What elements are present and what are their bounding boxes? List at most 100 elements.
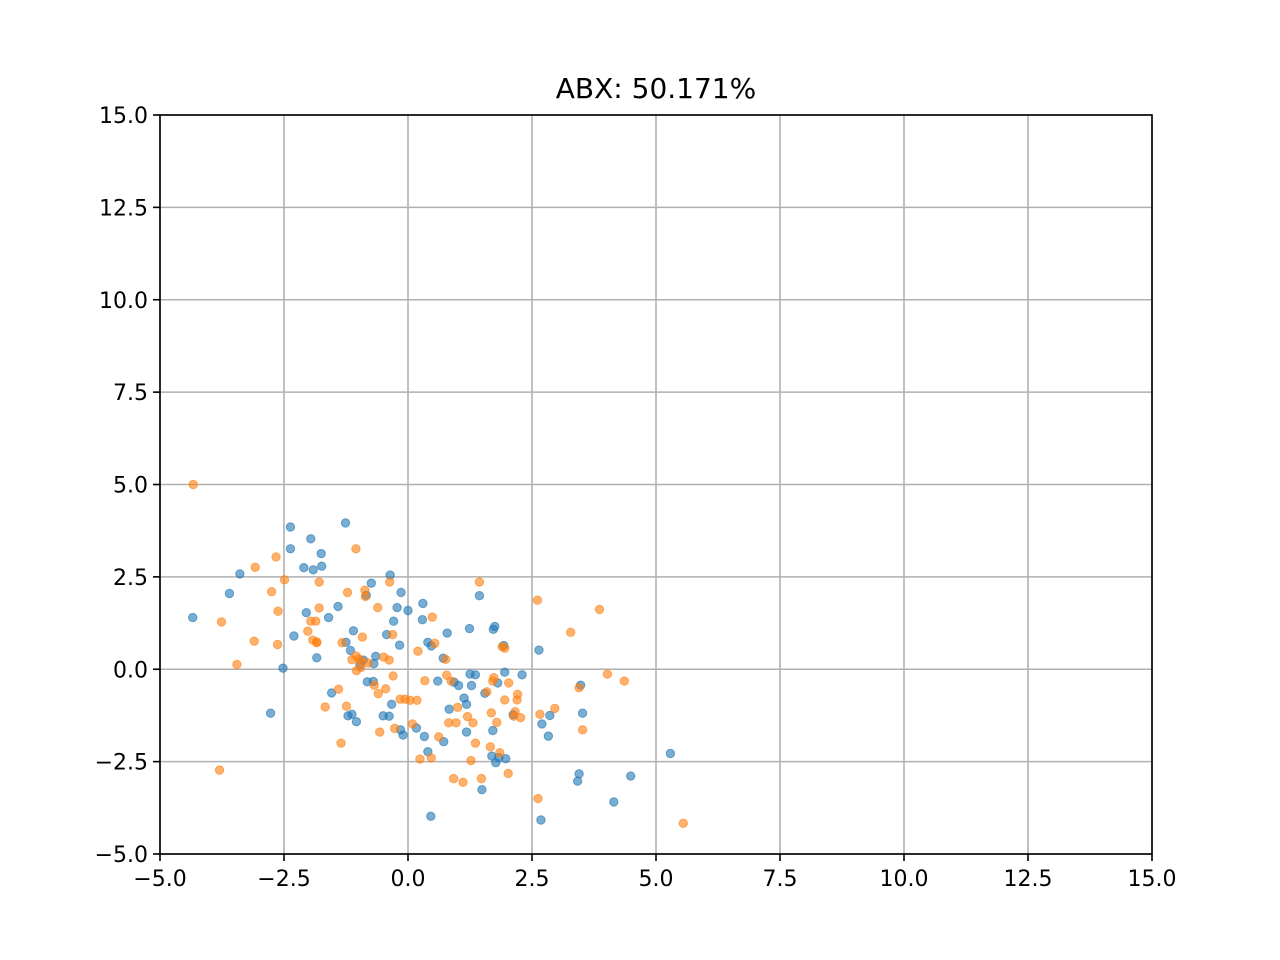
scatter-point-series-2 (312, 637, 322, 647)
y-tick-label: 10.0 (99, 289, 148, 314)
scatter-point-series-2 (503, 768, 513, 779)
scatter-point-series-2 (369, 680, 379, 690)
scatter-point-series-1 (345, 645, 356, 656)
scatter-point-series-1 (545, 710, 555, 721)
scatter-point-series-1 (285, 522, 296, 532)
scatter-point-series-1 (348, 626, 359, 636)
scatter-point-series-1 (461, 699, 472, 710)
data-points (188, 479, 688, 829)
scatter-point-series-2 (470, 738, 481, 748)
scatter-point-series-1 (665, 748, 676, 759)
scatter-point-series-1 (517, 670, 527, 680)
scatter-point-series-1 (316, 548, 326, 559)
scatter-point-series-2 (602, 669, 613, 679)
scatter-point-series-1 (453, 680, 464, 691)
scatter-point-series-2 (577, 725, 588, 735)
scatter-point-series-1 (188, 612, 198, 623)
scatter-point-series-1 (347, 709, 357, 720)
scatter-point-series-1 (419, 731, 430, 742)
scatter-point-series-1 (285, 544, 296, 554)
scatter-point-series-1 (442, 628, 452, 638)
scatter-point-series-1 (306, 534, 316, 544)
scatter-point-series-2 (434, 732, 444, 742)
scatter-point-series-1 (417, 615, 428, 625)
scatter-point-series-1 (351, 717, 362, 727)
scatter-point-series-2 (336, 738, 346, 748)
scatter-point-series-2 (426, 753, 437, 763)
scatter-point-series-2 (273, 606, 283, 616)
scatter-point-series-2 (451, 718, 461, 728)
scatter-point-series-1 (333, 601, 343, 612)
scatter-point-series-2 (407, 719, 418, 729)
scatter-point-series-2 (532, 595, 543, 605)
y-tick-label: −2.5 (95, 751, 148, 776)
scatter-point-series-2 (412, 695, 422, 705)
scatter-point-series-2 (500, 695, 510, 705)
x-tick-label: 0.0 (391, 867, 426, 892)
scatter-point-series-1 (418, 598, 428, 609)
scatter-point-series-2 (485, 742, 496, 752)
scatter-point-series-2 (266, 586, 277, 597)
scatter-point-series-2 (314, 603, 324, 613)
y-tick-label: 7.5 (113, 381, 148, 406)
scatter-point-series-2 (384, 655, 394, 665)
scatter-point-series-2 (373, 688, 383, 699)
scatter-point-series-2 (320, 702, 330, 712)
scatter-point-series-2 (415, 754, 425, 764)
scatter-point-series-2 (188, 479, 198, 490)
scatter-point-series-2 (389, 723, 400, 734)
scatter-point-series-2 (619, 676, 629, 686)
scatter-point-series-2 (387, 629, 398, 640)
scatter-point-series-1 (609, 797, 619, 807)
x-tick-label: −5.0 (133, 867, 186, 892)
scatter-point-series-1 (574, 769, 584, 779)
scatter-point-series-2 (452, 702, 463, 713)
x-tick-label: 5.0 (639, 867, 674, 892)
scatter-point-series-2 (351, 544, 361, 554)
scatter-point-series-2 (440, 654, 451, 664)
scatter-point-series-2 (388, 671, 398, 681)
scatter-point-series-2 (380, 684, 391, 694)
scatter-point-series-2 (249, 636, 259, 646)
grid-lines (159, 114, 1153, 855)
x-tick-label: 15.0 (1128, 867, 1177, 892)
scatter-point-series-2 (565, 627, 576, 637)
scatter-point-series-2 (214, 765, 225, 775)
scatter-point-series-1 (289, 631, 299, 641)
scatter-point-series-1 (386, 699, 397, 710)
scatter-point-series-2 (420, 676, 430, 686)
scatter-point-series-2 (314, 577, 324, 587)
y-tick-label: 12.5 (99, 196, 148, 221)
scatter-point-series-1 (394, 640, 405, 650)
scatter-point-series-2 (492, 717, 502, 728)
scatter-point-series-2 (272, 639, 283, 650)
scatter-point-series-2 (271, 552, 281, 562)
x-tick-label: −2.5 (257, 867, 310, 892)
scatter-point-series-2 (510, 707, 520, 717)
scatter-point-series-1 (224, 588, 235, 599)
scatter-point-series-1 (466, 680, 477, 691)
scatter-point-series-1 (323, 612, 334, 623)
scatter-point-series-1 (477, 785, 487, 795)
scatter-point-series-1 (396, 587, 406, 598)
scatter-point-series-1 (366, 578, 376, 588)
x-tick-label: 2.5 (515, 867, 550, 892)
scatter-point-series-1 (536, 815, 546, 825)
scatter-point-series-1 (461, 727, 472, 737)
scatter-point-series-1 (398, 730, 408, 740)
scatter-point-series-2 (515, 712, 526, 723)
x-tick-label: 12.5 (1004, 867, 1053, 892)
scatter-point-series-2 (512, 689, 523, 700)
scatter-point-series-2 (482, 687, 492, 697)
scatter-point-series-2 (337, 637, 347, 648)
scatter-point-series-2 (574, 683, 584, 693)
scatter-point-series-2 (357, 632, 368, 642)
scatter-point-series-2 (216, 617, 227, 627)
scatter-point-series-2 (448, 773, 459, 784)
scatter-point-series-2 (550, 703, 560, 714)
scatter-point-series-1 (426, 811, 436, 822)
scatter-point-series-1 (301, 608, 312, 618)
scatter-point-series-1 (392, 602, 402, 613)
scatter-point-series-2 (678, 818, 688, 829)
